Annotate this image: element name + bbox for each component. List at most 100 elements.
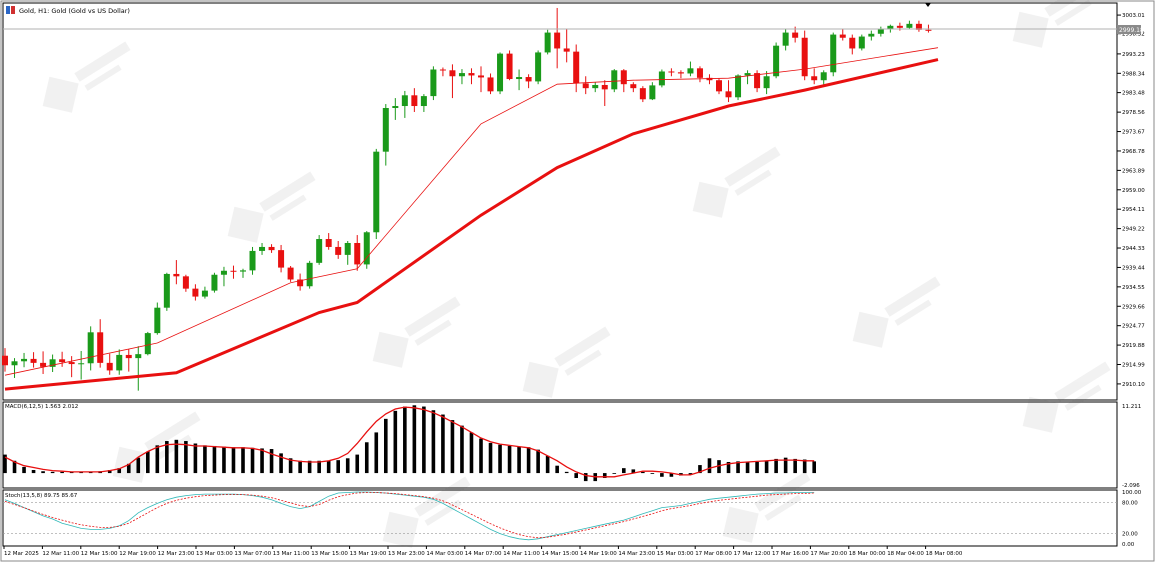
candle [506,50,513,81]
time-axis-label: 17 Mar 20:00 [810,551,847,557]
time-axis-label: 14 Mar 03:00 [426,551,463,557]
stoch-layer: 100.00 80.00 20.00 0.00 [3,490,1142,548]
stoch-signal-line [4,492,815,539]
stoch-pane[interactable] [2,489,1118,547]
time-axis-label: 18 Mar 04:00 [887,551,924,557]
time-axis-label: 18 Mar 08:00 [926,551,963,557]
candle [382,104,389,166]
price-axis-label: 2983.48 [1122,91,1145,97]
macd-bar [793,458,797,474]
candle [706,74,713,85]
macd-axis-label: -2.096 [1122,483,1140,489]
candle [696,66,703,83]
macd-bar [222,446,226,474]
stoch-label: Stoch(13,5,8) 89.75 85.67 [5,493,78,499]
candle [563,28,570,63]
price-axis-label: 2914.99 [1122,363,1145,369]
macd-bar [641,471,645,474]
macd-bar [631,469,636,474]
macd-bar [60,471,64,474]
macd-bar [241,447,245,474]
candles-layer [2,7,932,391]
macd-bar [545,455,550,474]
candle [754,70,761,93]
price-axis: 3003.01 2998.32 2993.23 2988.34 2983.48 2978.… [1117,13,1145,388]
candle [658,69,665,88]
macd-layer: 11.211 -2.096 [3,404,1141,489]
time-axis-label: 13 Mar 11:00 [273,551,310,557]
candle [801,30,808,81]
candle [716,78,722,95]
candle [240,268,246,278]
macd-bar [517,446,521,474]
candle [373,148,380,240]
price-axis-label: 2963.89 [1122,168,1145,174]
macd-bar [764,460,769,474]
watermark-logo [42,41,131,113]
candle [2,348,8,372]
candle [915,20,922,32]
candle [420,94,427,112]
macd-bar [622,468,626,474]
macd-bar [450,420,455,474]
time-axis-label: 14 Mar 15:00 [542,551,579,557]
candle [668,68,675,77]
macd-bar [146,451,150,474]
candle [154,302,161,335]
candle [59,351,66,367]
time-axis-label: 12 Mar 23:00 [158,551,195,557]
candle [135,346,142,391]
macd-bar [574,473,578,479]
macd-signal-line [4,406,815,478]
stoch-axis-label: 20.00 [1122,532,1138,538]
candle [849,34,856,55]
macd-bar [488,442,493,474]
macd-bar [412,405,417,474]
candle [354,235,361,271]
candle [906,20,913,29]
candle [325,233,332,250]
macd-bar [479,438,483,474]
macd-bar [336,460,340,474]
candle [582,76,589,95]
stoch-axis-label: 100.00 [1122,490,1142,496]
candle [30,352,37,368]
candle [601,80,608,107]
macd-bar [431,410,436,474]
macd-bar [726,461,731,474]
macd-bar [307,460,312,474]
macd-bar [783,457,788,474]
price-axis-label: 2968.78 [1122,149,1145,155]
candle [877,26,884,37]
candle [297,273,304,291]
time-axis-label: 13 Mar 19:00 [350,551,387,557]
candle [211,272,218,293]
price-axis-label: 3003.01 [1122,13,1145,19]
price-axis-label: 2929.66 [1122,304,1145,310]
candle [811,68,818,85]
time-axis-label: 13 Mar 23:00 [388,551,425,557]
candle [487,73,494,95]
chart-shift-icon[interactable] [925,3,931,7]
candle [497,52,504,95]
candle [306,260,313,289]
macd-bar [31,470,36,474]
macd-bar [660,473,664,477]
macd-bar [384,418,388,474]
macd-bar [184,441,188,474]
macd-bar [203,445,207,474]
candle [525,74,532,89]
macd-bar [136,457,141,474]
macd-bar [231,447,236,474]
macd-bar [174,439,179,474]
macd-bar [326,460,331,474]
price-pane[interactable] [2,2,1118,401]
candle [782,28,789,51]
time-axis-label: 17 Mar 12:00 [734,551,771,557]
candle [97,319,104,368]
macd-bar [802,459,807,474]
macd-bar [260,448,264,474]
macd-bar [250,447,255,474]
